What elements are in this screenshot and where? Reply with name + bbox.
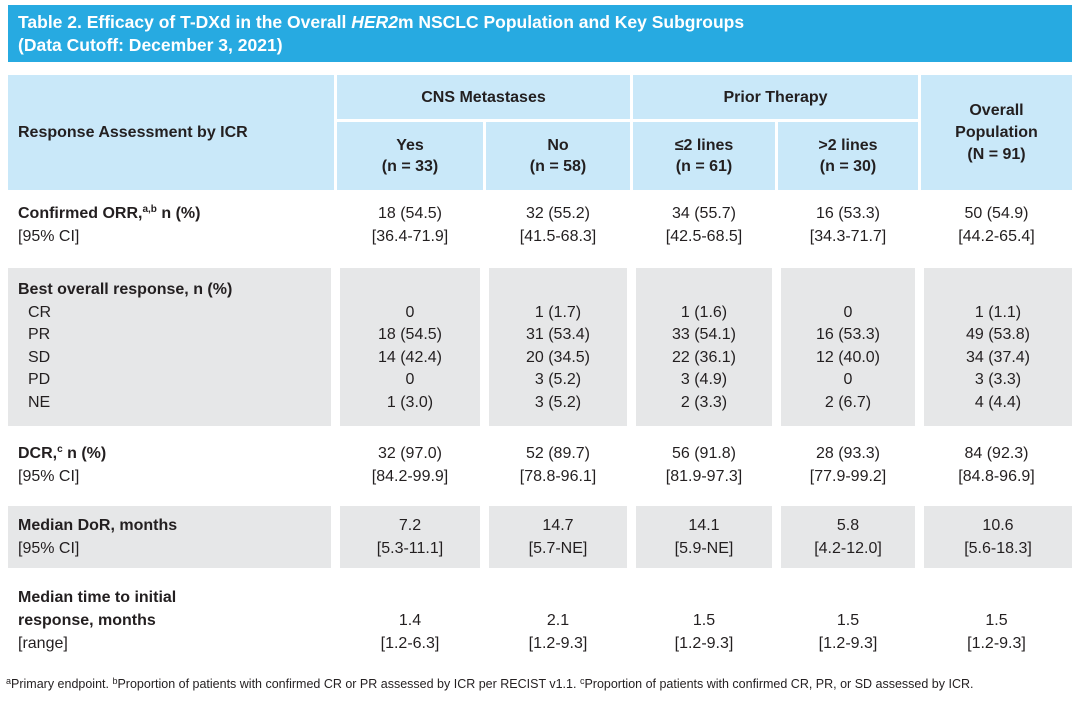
cell-ttr-cns-yes: 1.4 [1.2-6.3] — [380, 612, 440, 652]
row-sublabel-range: [range] — [18, 635, 68, 652]
figure-page: Table 2. Efficacy of T-DXd in the Overal… — [0, 5, 1080, 692]
column-bor-cns-yes: 0 18 (54.5) 14 (42.4) 0 1 (3.0) — [340, 268, 480, 426]
table-title-line2: (Data Cutoff: December 3, 2021) — [18, 35, 283, 55]
section-dcr: DCR,c n (%) [95% CI] 32 (97.0) [84.2-99.9… — [8, 426, 1072, 506]
column-header-response-assessment: Response Assessment by ICR — [8, 75, 334, 190]
column-header-gt2-lines: >2 lines (n = 30) — [778, 122, 918, 190]
row-label-pr: PR — [28, 326, 51, 343]
cell-orr-cns-yes: 18 (54.5) [36.4-71.9] — [371, 205, 449, 245]
column-bor-overall: 1 (1.1) 49 (53.8) 34 (37.4) 3 (3.3) 4 (4… — [924, 268, 1072, 426]
section-best-overall-response: Best overall response, n (%) CR PR SD PD… — [8, 268, 1072, 426]
cell-ttr-le2: 1.5 [1.2-9.3] — [674, 612, 734, 652]
column-bor-le2: 1 (1.6) 33 (54.1) 22 (36.1) 3 (4.9) 2 (3… — [636, 268, 772, 426]
row-label-ne: NE — [28, 393, 51, 411]
column-header-cns-no: No (n = 58) — [486, 122, 630, 190]
cell-dcr-le2: 56 (91.8) [81.9-97.3] — [665, 445, 743, 485]
row-label-median-ttr: Median time to initial response, months … — [8, 586, 334, 655]
column-group-prior-therapy: Prior Therapy — [633, 75, 918, 119]
column-bor-gt2: 0 16 (53.3) 12 (40.0) 0 2 (6.7) — [781, 268, 915, 426]
column-bor-cns-no: 1 (1.7) 31 (53.4) 20 (34.5) 3 (5.2) 3 (5… — [489, 268, 627, 426]
title-text: Table 2. Efficacy of T-DXd in the Overal… — [18, 12, 352, 32]
column-header-overall-population: Overall Population (N = 91) — [921, 75, 1072, 190]
column-group-cns-metastases: CNS Metastases — [337, 75, 630, 119]
row-label-best-overall-response: Best overall response, n (%) CR PR SD PD… — [8, 268, 331, 426]
footnote-c: cProportion of patients with confirmed C… — [579, 676, 974, 692]
row-sublabel-ci: [95% CI] — [18, 540, 80, 557]
cell-orr-gt2: 16 (53.3) [34.3-71.7] — [809, 205, 887, 245]
cell-dcr-cns-no: 52 (89.7) [78.8-96.1] — [519, 445, 597, 485]
row-label-confirmed-orr: Confirmed ORR,a,b n (%) [95% CI] — [8, 202, 334, 248]
cell-dcr-cns-yes: 32 (97.0) [84.2-99.9] — [371, 445, 449, 485]
row-label-median-dor: Median DoR, months [95% CI] — [8, 506, 331, 568]
cell-dor-cns-yes: 7.2 [5.3-11.1] — [340, 506, 480, 568]
section-confirmed-orr: Confirmed ORR,a,b n (%) [95% CI] 18 (54.… — [8, 190, 1072, 268]
cell-ttr-overall: 1.5 [1.2-9.3] — [967, 612, 1026, 652]
cell-dor-cns-no: 14.7 [5.7-NE] — [489, 506, 627, 568]
row-sublabel-ci: [95% CI] — [18, 468, 80, 485]
cell-ttr-gt2: 1.5 [1.2-9.3] — [818, 612, 878, 652]
cell-dcr-overall: 84 (92.3) [84.8-96.9] — [958, 445, 1035, 485]
cell-orr-le2: 34 (55.7) [42.5-68.5] — [665, 205, 743, 245]
column-header-cns-yes: Yes (n = 33) — [337, 122, 483, 190]
footnote-marker: a,b — [142, 204, 157, 215]
footnote-a: aPrimary endpoint. — [6, 676, 113, 692]
cell-orr-cns-no: 32 (55.2) [41.5-68.3] — [519, 205, 597, 245]
row-label-dcr: DCR,c n (%) [95% CI] — [8, 442, 334, 488]
table-header: Response Assessment by ICR CNS Metastase… — [8, 75, 1072, 190]
table-title-bar: Table 2. Efficacy of T-DXd in the Overal… — [8, 5, 1072, 62]
cell-dcr-gt2: 28 (93.3) [77.9-99.2] — [809, 445, 887, 485]
title-italic-gene: HER2 — [351, 12, 398, 32]
efficacy-table: Response Assessment by ICR CNS Metastase… — [8, 75, 1072, 662]
table-footnote: aPrimary endpoint. bProportion of patien… — [6, 676, 1072, 692]
row-label-cr: CR — [28, 303, 52, 321]
cell-ttr-cns-no: 2.1 [1.2-9.3] — [528, 612, 588, 652]
footnote-marker: c — [57, 444, 63, 455]
row-label-sd: SD — [28, 348, 51, 366]
column-header-le2-lines: ≤2 lines (n = 61) — [633, 122, 775, 190]
cell-dor-le2: 14.1 [5.9-NE] — [636, 506, 772, 568]
section-median-time-to-response: Median time to initial response, months … — [8, 568, 1072, 662]
title-text: m NSCLC Population and Key Subgroups — [397, 12, 745, 32]
row-sublabel-ci: [95% CI] — [18, 228, 80, 245]
cell-dor-overall: 10.6 [5.6-18.3] — [924, 506, 1072, 568]
row-label-pd: PD — [28, 371, 51, 388]
cell-orr-overall: 50 (54.9) [44.2-65.4] — [958, 205, 1035, 245]
cell-dor-gt2: 5.8 [4.2-12.0] — [781, 506, 915, 568]
table-title-line1: Table 2. Efficacy of T-DXd in the Overal… — [18, 11, 1060, 34]
footnote-b: bProportion of patients with confirmed C… — [112, 676, 580, 692]
section-median-dor: Median DoR, months [95% CI] 7.2 [5.3-11.1… — [8, 506, 1072, 568]
